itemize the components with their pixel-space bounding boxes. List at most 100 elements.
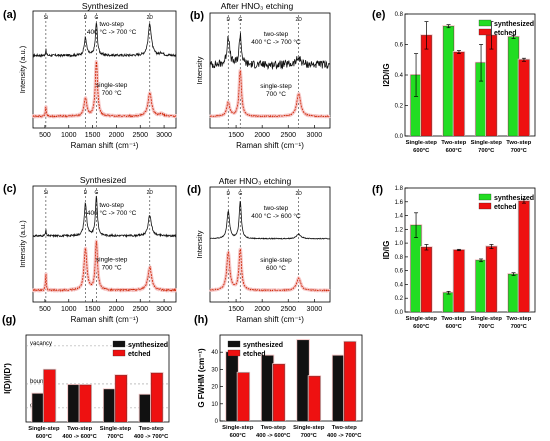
y-axis-label: Intensity (a.u.) xyxy=(18,220,27,268)
bar-etched xyxy=(43,369,56,423)
bar-etched xyxy=(150,372,163,423)
category-sublabel: 600°C xyxy=(446,148,463,154)
legend-swatch xyxy=(227,340,241,348)
legend-swatch xyxy=(478,19,492,27)
panel-title: After HNO₃ etching xyxy=(219,176,292,186)
category-label: Two-step xyxy=(139,426,164,432)
peak-marker-label: G xyxy=(94,190,98,196)
category-sublabel: 600°C xyxy=(446,324,463,330)
category-sublabel: 700°C xyxy=(301,433,318,439)
y-axis-label: I2D/IG xyxy=(382,63,391,86)
series-note: 400 °C -> 700 °C xyxy=(87,209,137,217)
bar-synthesized xyxy=(139,394,152,423)
peak-marker-label: 2D xyxy=(147,15,154,21)
series-line-two-step xyxy=(209,32,331,71)
category-sublabel: 400 -> 600°C xyxy=(62,434,97,440)
y-axis-label: Intensity xyxy=(195,230,204,258)
category-label: Single-step xyxy=(100,426,132,432)
y-axis-label: Intensity (a.u.) xyxy=(18,45,27,93)
bar-synthesized xyxy=(68,384,80,423)
category-sublabel: 400 -> 700°C xyxy=(327,433,362,439)
category-sublabel: 700°C xyxy=(511,324,528,330)
peak-marker-label: D xyxy=(226,191,230,197)
category-label: Two-step xyxy=(441,140,466,146)
category-label: Two-step xyxy=(261,425,286,431)
panel-label: (d) xyxy=(187,184,201,196)
plot-frame xyxy=(219,334,363,422)
x-tick-label: 3000 xyxy=(156,306,172,313)
peak-marker-label: D xyxy=(226,17,230,23)
x-tick-label: 3000 xyxy=(156,132,172,139)
y-tick-label: 1.8 xyxy=(395,186,404,192)
category-sublabel: 700°C xyxy=(478,324,495,330)
series-label: two-step xyxy=(99,21,124,28)
x-tick-label: 2000 xyxy=(109,306,125,313)
plot-frame xyxy=(404,187,536,313)
x-tick-label: 1500 xyxy=(85,306,101,313)
panel-title: Synthesized xyxy=(82,1,129,11)
y-tick-label: 0.2 xyxy=(395,296,404,302)
bar-synthesized xyxy=(508,36,519,137)
bar-synthesized xyxy=(261,355,274,422)
legend-swatch xyxy=(478,202,492,210)
x-tick-label: 500 xyxy=(39,306,51,313)
plot-frame xyxy=(209,186,331,303)
y-tick-label: 20 xyxy=(211,385,218,391)
bar-etched xyxy=(486,246,497,313)
x-tick-label: 2500 xyxy=(132,132,148,139)
x-tick-label: 3000 xyxy=(307,306,323,313)
y-axis-label: I(D)/I(D') xyxy=(3,363,12,394)
y-tick-label: 0 xyxy=(215,419,219,425)
y-tick-label: 0.4 xyxy=(395,73,404,79)
series-label: two-step xyxy=(264,31,289,38)
category-sublabel: 600°C xyxy=(413,324,430,330)
bar-etched xyxy=(421,35,432,137)
category-label: Single-step xyxy=(406,316,438,322)
category-label: Single-step xyxy=(406,140,438,146)
bar-panel-e: Single-step 600°C Two-step 600°C Single-step… xyxy=(372,9,536,154)
panel-label: (b) xyxy=(190,10,204,22)
y-tick-label: 30 xyxy=(211,367,218,373)
reference-line-label: vacancy xyxy=(30,341,52,347)
series-label: two-step xyxy=(264,205,289,212)
series-note: 700 °C xyxy=(102,89,122,97)
bar-etched xyxy=(237,372,250,422)
x-tick-label: 2500 xyxy=(280,132,296,139)
bar-synthesized xyxy=(443,26,454,137)
series-label: single-step xyxy=(96,256,128,263)
series-label: single-step xyxy=(260,83,292,90)
legend-swatch xyxy=(478,193,492,201)
bar-etched xyxy=(486,35,497,137)
series-line-two-step xyxy=(209,201,330,240)
category-sublabel: 600°C xyxy=(230,433,247,439)
bar-etched xyxy=(518,59,530,137)
peak-marker-label: G xyxy=(238,17,242,23)
series-note: 700 °C xyxy=(102,263,122,271)
y-tick-label: 0.8 xyxy=(395,255,404,261)
x-tick-label: 1500 xyxy=(228,132,244,139)
bar-etched xyxy=(79,384,92,423)
series-line-single-step xyxy=(209,248,330,292)
y-tick-label: 1.2 xyxy=(395,227,404,233)
y-axis-label: ID/IG xyxy=(382,241,391,260)
panel-title: After HNO₃ etching xyxy=(221,1,294,11)
plot-frame xyxy=(209,12,331,129)
y-tick-label: 0.6 xyxy=(395,269,404,275)
panel-label: (h) xyxy=(194,314,208,326)
category-sublabel: 700°C xyxy=(511,148,528,154)
bar-etched xyxy=(518,200,530,313)
y-tick-label: 0.0 xyxy=(395,310,404,316)
category-label: Two-step xyxy=(67,426,92,432)
series-note: 400 °C -> 700 °C xyxy=(87,28,137,36)
series-line-single-step xyxy=(32,61,177,118)
category-sublabel: 600°C xyxy=(36,434,53,440)
legend-swatch xyxy=(227,349,241,357)
peak-marker-label: 2D xyxy=(147,190,154,196)
bar-panel-h: Single-step 600°C Two-step 400 -> 600°CSing… xyxy=(194,314,363,439)
x-axis-label: Raman shift (cm⁻¹) xyxy=(71,315,139,324)
